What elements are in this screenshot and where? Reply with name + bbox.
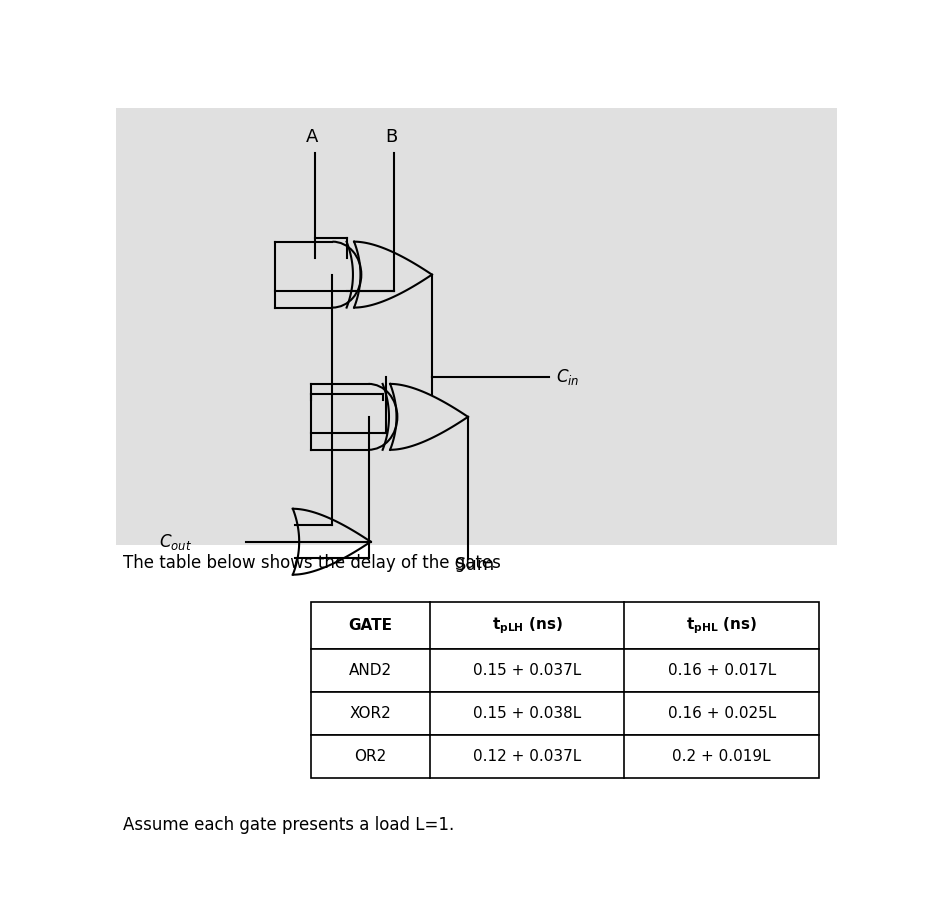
Text: $\mathbf{t_{pLH}}$ (ns): $\mathbf{t_{pLH}}$ (ns) bbox=[492, 615, 563, 636]
Text: GATE: GATE bbox=[349, 618, 392, 633]
Text: OR2: OR2 bbox=[354, 750, 387, 764]
Text: $C_{out}$: $C_{out}$ bbox=[159, 532, 193, 551]
Text: The table below shows the delay of the gates: The table below shows the delay of the g… bbox=[124, 553, 501, 571]
Text: $C_{in}$: $C_{in}$ bbox=[556, 367, 579, 387]
Text: Sum: Sum bbox=[455, 556, 496, 574]
Text: Assume each gate presents a load L=1.: Assume each gate presents a load L=1. bbox=[124, 816, 455, 834]
Text: 0.15 + 0.038L: 0.15 + 0.038L bbox=[473, 706, 581, 722]
Bar bbox=[311, 735, 819, 778]
Text: AND2: AND2 bbox=[349, 663, 392, 678]
Text: $\mathbf{t_{pHL}}$ (ns): $\mathbf{t_{pHL}}$ (ns) bbox=[686, 615, 757, 636]
FancyBboxPatch shape bbox=[116, 108, 837, 545]
Text: 0.15 + 0.037L: 0.15 + 0.037L bbox=[473, 663, 581, 678]
Text: B: B bbox=[385, 128, 398, 146]
Bar bbox=[311, 650, 819, 692]
Text: 0.12 + 0.037L: 0.12 + 0.037L bbox=[473, 750, 581, 764]
Text: 0.16 + 0.025L: 0.16 + 0.025L bbox=[668, 706, 776, 722]
Bar bbox=[311, 692, 819, 735]
Bar bbox=[311, 602, 819, 650]
Text: XOR2: XOR2 bbox=[350, 706, 392, 722]
Text: 0.16 + 0.017L: 0.16 + 0.017L bbox=[668, 663, 776, 678]
Text: A: A bbox=[306, 128, 318, 146]
Text: 0.2 + 0.019L: 0.2 + 0.019L bbox=[672, 750, 771, 764]
